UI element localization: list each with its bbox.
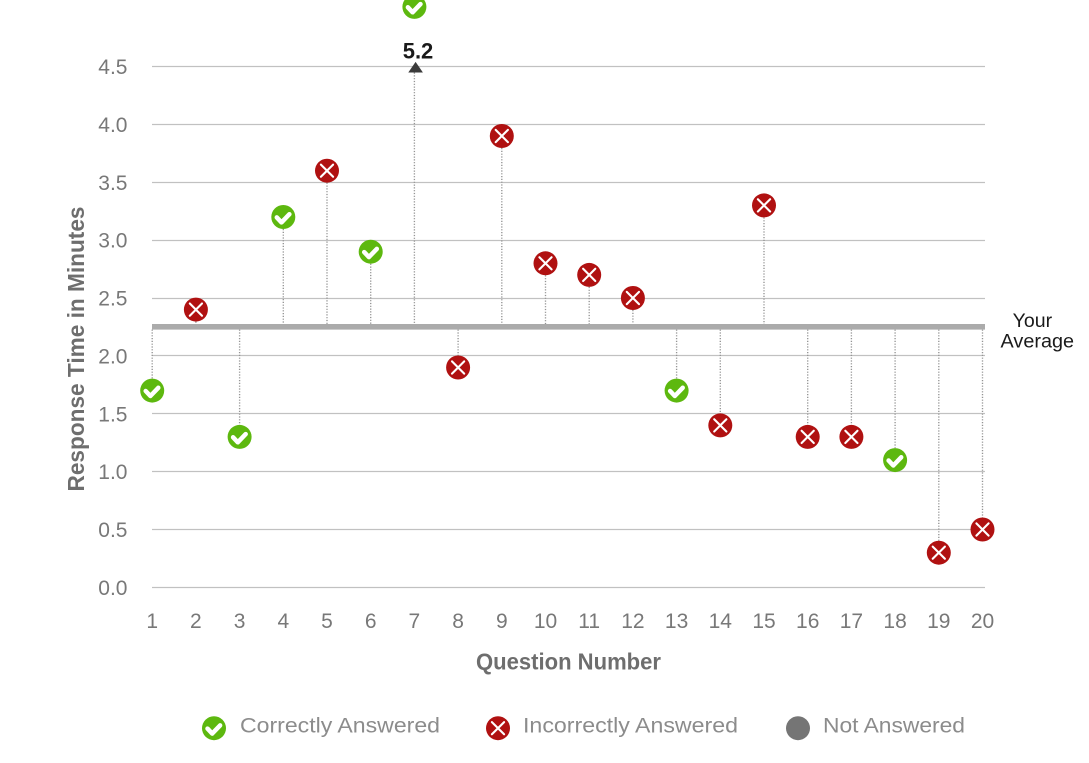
svg-text:Correctly Answered: Correctly Answered — [240, 714, 440, 738]
svg-text:7: 7 — [409, 610, 421, 633]
svg-text:4.5: 4.5 — [98, 56, 127, 79]
svg-text:3.5: 3.5 — [98, 172, 127, 195]
svg-text:Not Answered: Not Answered — [823, 714, 965, 738]
svg-text:0.0: 0.0 — [98, 577, 127, 600]
svg-text:8: 8 — [452, 610, 464, 633]
svg-text:0.5: 0.5 — [98, 519, 127, 542]
svg-text:20: 20 — [971, 610, 994, 633]
svg-text:2: 2 — [190, 610, 202, 633]
svg-text:4.0: 4.0 — [98, 114, 127, 137]
svg-text:13: 13 — [665, 610, 688, 633]
svg-text:Response Time in Minutes: Response Time in Minutes — [63, 207, 89, 492]
svg-text:3: 3 — [234, 610, 246, 633]
svg-text:Average: Average — [1001, 331, 1075, 352]
svg-text:14: 14 — [709, 610, 733, 633]
svg-text:Your: Your — [1013, 311, 1053, 332]
svg-text:5: 5 — [321, 610, 333, 633]
svg-text:Question Number: Question Number — [476, 648, 661, 674]
svg-text:17: 17 — [840, 610, 863, 633]
svg-text:4: 4 — [277, 610, 289, 633]
svg-text:2.5: 2.5 — [98, 288, 127, 311]
svg-text:3.0: 3.0 — [98, 230, 127, 253]
svg-text:Incorrectly Answered: Incorrectly Answered — [523, 714, 738, 738]
svg-text:19: 19 — [927, 610, 950, 633]
svg-text:2.0: 2.0 — [98, 345, 127, 368]
svg-text:1: 1 — [146, 610, 158, 633]
svg-text:12: 12 — [621, 610, 644, 633]
svg-text:15: 15 — [752, 610, 775, 633]
svg-text:10: 10 — [534, 610, 557, 633]
svg-text:16: 16 — [796, 610, 819, 633]
svg-text:1.5: 1.5 — [98, 403, 127, 426]
svg-text:11: 11 — [578, 610, 600, 633]
svg-text:5.2: 5.2 — [403, 38, 434, 63]
svg-text:9: 9 — [496, 610, 508, 633]
svg-text:6: 6 — [365, 610, 377, 633]
svg-text:1.0: 1.0 — [98, 461, 127, 484]
svg-text:18: 18 — [883, 610, 906, 633]
